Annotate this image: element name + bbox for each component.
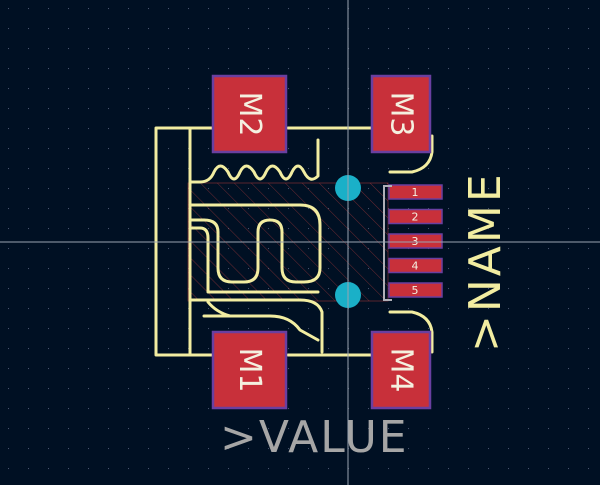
reference-designator-text[interactable]: >NAME bbox=[460, 171, 511, 352]
mounting-pad-m3[interactable]: M3 bbox=[370, 74, 432, 154]
mounting-pad-m2[interactable]: M2 bbox=[211, 74, 288, 154]
mounting-pads: M1 M2 M3 M4 bbox=[211, 74, 432, 410]
signal-pad-3[interactable]: 3 bbox=[388, 233, 443, 249]
signal-pads: 1 2 3 4 5 bbox=[388, 184, 443, 298]
value-text[interactable]: >VALUE bbox=[220, 412, 409, 463]
signal-pad-2[interactable]: 2 bbox=[388, 208, 443, 225]
signal-pad-label: 5 bbox=[412, 284, 419, 297]
signal-pad-5[interactable]: 5 bbox=[388, 282, 443, 298]
courtyard-line bbox=[383, 185, 392, 301]
signal-pad-1[interactable]: 1 bbox=[388, 184, 443, 200]
signal-pad-label: 2 bbox=[412, 211, 419, 224]
mounting-pad-label: M3 bbox=[384, 92, 419, 137]
signal-pad-label: 1 bbox=[412, 186, 419, 199]
signal-pad-4[interactable]: 4 bbox=[388, 257, 443, 274]
mounting-pad-m4[interactable]: M4 bbox=[370, 330, 432, 410]
mounting-pad-label: M2 bbox=[232, 92, 267, 137]
mounting-pad-m1[interactable]: M1 bbox=[211, 330, 288, 410]
signal-pad-label: 4 bbox=[412, 260, 419, 273]
mounting-pad-label: M1 bbox=[232, 348, 267, 393]
mounting-pad-label: M4 bbox=[384, 348, 419, 393]
